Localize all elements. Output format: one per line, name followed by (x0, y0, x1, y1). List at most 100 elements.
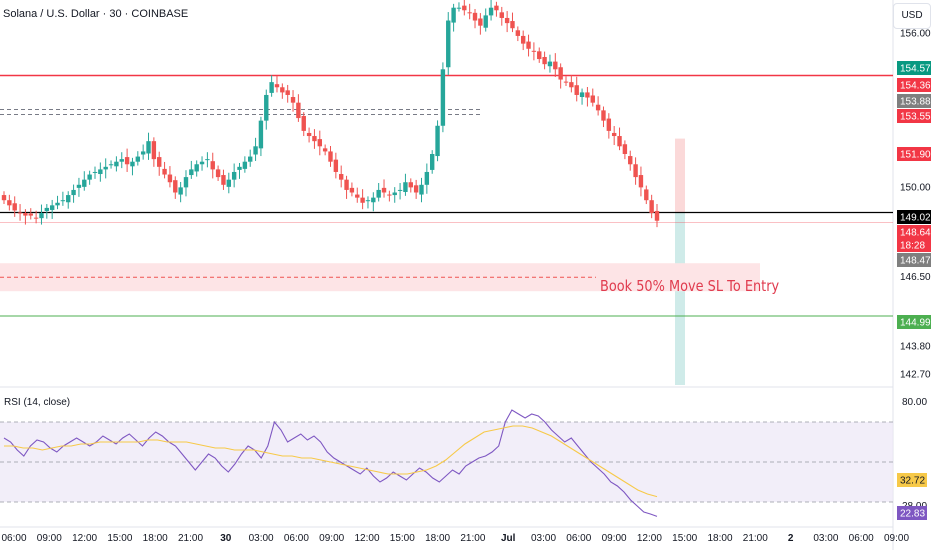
price-tag-label: 153.88 (900, 97, 931, 108)
candle-body (579, 92, 585, 98)
candle-body (49, 205, 55, 210)
price-tag-label: 154.57 (900, 64, 931, 75)
time-tick-label: 21:00 (460, 533, 485, 544)
candle-body (215, 169, 221, 178)
time-tick-label: 03:00 (813, 533, 838, 544)
candle-body (28, 213, 33, 216)
time-tick-label: 21:00 (178, 533, 203, 544)
time-tick-label: 15:00 (672, 533, 697, 544)
candle-body (397, 189, 403, 191)
candle-body (403, 182, 408, 192)
rsi-value-tag-label: 22.83 (900, 509, 925, 520)
candle-body (606, 118, 612, 131)
candle-body (108, 164, 114, 166)
price-tag-bg (897, 253, 931, 267)
candle-body (189, 169, 194, 176)
candle-body (280, 87, 285, 93)
candle-body (601, 110, 606, 121)
candle-body (558, 67, 563, 80)
candle-body (146, 141, 151, 154)
candle-body (226, 179, 232, 187)
currency-button[interactable]: USD (893, 3, 931, 29)
price-tag-label: 148.47 (900, 256, 931, 267)
candle-body (285, 90, 290, 95)
candle-body (456, 7, 462, 9)
candle-body (585, 92, 590, 98)
candle-body (183, 177, 189, 188)
price-tag-bg (897, 210, 931, 224)
candle-body (87, 174, 92, 180)
candle-body (520, 35, 526, 44)
candle-body (365, 200, 371, 202)
candlesticks (1, 0, 660, 228)
candle-body (103, 166, 108, 170)
candle-body (76, 184, 82, 188)
candle-body (526, 41, 531, 49)
price-tag-bg (897, 94, 931, 108)
candle-body (355, 194, 360, 198)
candle-body (483, 15, 488, 28)
candle-body (547, 61, 553, 67)
time-tick-label: 06:00 (284, 533, 309, 544)
candle-body (504, 17, 510, 24)
price-tag-label: 151.90 (900, 150, 931, 161)
candle-body (199, 161, 205, 165)
candle-body (269, 82, 274, 93)
candle-body (114, 161, 119, 167)
candle-body (296, 102, 301, 119)
candle-body (92, 171, 98, 173)
time-axis: 06:00 09:00 12:00 15:00 18:00 21:00 30 03:00 06:… (1, 533, 909, 544)
candle-body (472, 12, 478, 21)
time-tick-label: 09:00 (602, 533, 627, 544)
time-tick-label: 06:00 (566, 533, 591, 544)
candle-body (7, 200, 12, 206)
candle-body (157, 157, 162, 167)
candle-body (654, 210, 660, 221)
candle-body (429, 154, 435, 170)
time-tick-label: 09:00 (884, 533, 909, 544)
time-tick-label: 21:00 (743, 533, 768, 544)
candle-body (119, 159, 124, 162)
candle-body (371, 197, 376, 203)
price-tick-label: 146.50 (900, 272, 931, 283)
candle-body (440, 69, 446, 126)
candle-body (339, 174, 344, 180)
horizontal-lines (0, 74, 893, 317)
candle-body (344, 179, 349, 190)
time-tick-label: 12:00 (72, 533, 97, 544)
rsi-ma-line (4, 425, 658, 498)
candle-body (162, 168, 167, 175)
candle-body (130, 161, 135, 167)
candle-body (563, 81, 569, 83)
price-tick-label: 143.80 (900, 342, 931, 353)
candle-body (617, 136, 622, 147)
candle-body (638, 175, 644, 188)
candle-body (23, 213, 28, 216)
candle-body (435, 125, 440, 157)
price-tag-bg (897, 61, 931, 75)
candle-body (590, 95, 595, 103)
candle-body (553, 61, 558, 70)
candle-body (387, 194, 392, 196)
stop-loss-zone (675, 138, 685, 213)
candle-body (274, 84, 280, 88)
rsi-title: RSI (14, close) (4, 397, 71, 408)
time-tick-label: 12:00 (354, 533, 379, 544)
candle-body (151, 141, 157, 160)
candle-body (494, 5, 499, 11)
candle-body (82, 179, 87, 187)
time-tick-label: 06:00 (849, 533, 874, 544)
price-tag-bg (897, 147, 931, 161)
time-tick-label: 15:00 (107, 533, 132, 544)
candle-body (124, 157, 130, 165)
candle-body (531, 50, 537, 52)
candle-body (167, 174, 173, 183)
candle-body (248, 156, 253, 162)
candle-body (633, 164, 638, 178)
time-tick-label: 18:00 (707, 533, 732, 544)
candle-body (333, 159, 339, 172)
price-tag-bg (897, 315, 931, 329)
candle-body (467, 12, 472, 14)
